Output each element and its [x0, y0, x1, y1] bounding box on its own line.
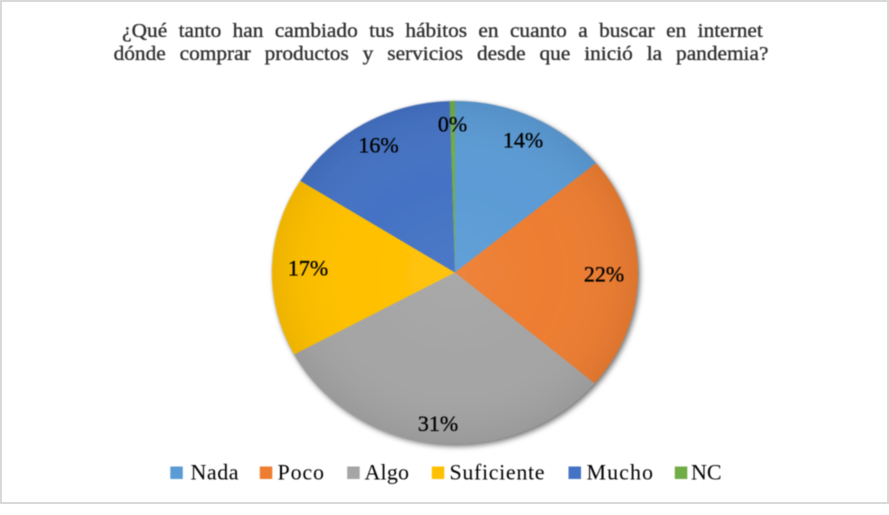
svg-text:NC: NC: [691, 460, 722, 485]
svg-text:¿Qué tanto han cambiado tus há: ¿Qué tanto han cambiado tus hábitos en c…: [122, 21, 763, 42]
svg-text:17%: 17%: [288, 256, 328, 281]
svg-text:31%: 31%: [418, 411, 458, 436]
svg-text:16%: 16%: [358, 133, 398, 158]
svg-text:Suficiente: Suficiente: [450, 460, 545, 485]
svg-text:Poco: Poco: [278, 460, 325, 485]
svg-text:Nada: Nada: [191, 460, 239, 485]
svg-text:dónde comprar productos y serv: dónde comprar productos y servicios desd…: [114, 44, 769, 65]
svg-text:22%: 22%: [584, 262, 624, 287]
svg-text:Mucho: Mucho: [587, 460, 654, 485]
svg-text:0%: 0%: [438, 112, 467, 137]
svg-text:Algo: Algo: [365, 460, 410, 485]
svg-text:14%: 14%: [503, 128, 543, 153]
